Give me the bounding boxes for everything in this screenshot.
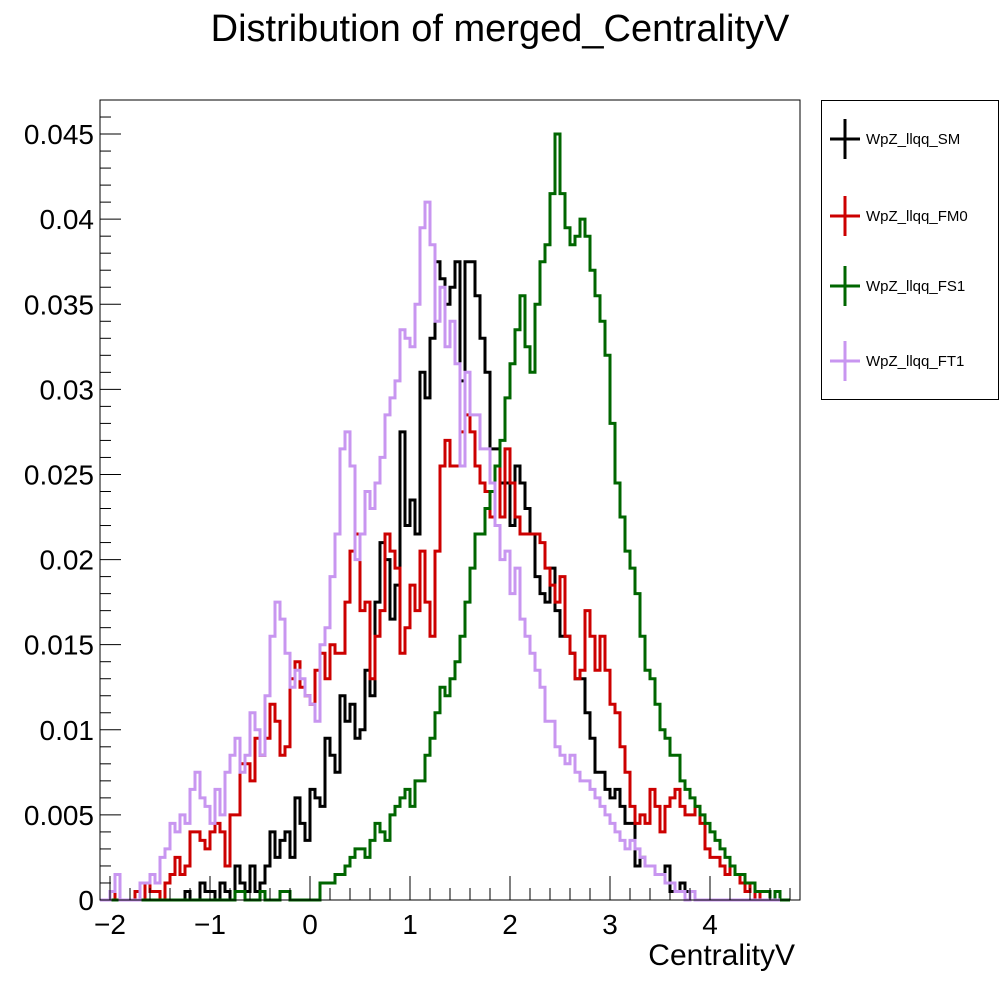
chart-title: Distribution of merged_CentralityV [210, 8, 790, 50]
x-tick-label: −1 [194, 909, 226, 940]
plot-frame [99, 99, 801, 901]
legend-item-1: WpZ_llqq_FM0 [822, 196, 1000, 236]
legend-marker-icon [830, 196, 860, 236]
legend-marker-icon [830, 341, 860, 381]
series-line-2 [100, 132, 790, 902]
x-tick-label: 2 [502, 909, 518, 940]
legend-label: WpZ_llqq_SM [866, 131, 961, 148]
x-axis-label: CentralityV [648, 939, 795, 972]
y-tick-label: 0.045 [24, 119, 94, 150]
x-tick-label: 4 [702, 909, 718, 940]
series-layer [100, 132, 790, 902]
axis-layer: −2 −1 0 1 2 3 4 0 0.005 0.01 0.015 0.02 0.025 0.03 0.0… [24, 116, 791, 940]
y-tick-label: 0.035 [24, 289, 94, 320]
legend-label: WpZ_llqq_FM0 [866, 208, 968, 225]
legend: WpZ_llqq_SM WpZ_llqq_FM0 WpZ_llqq_FS1 WpZ_l… [821, 100, 999, 400]
series-line-3 [100, 200, 780, 902]
y-tick-label: 0.005 [24, 800, 94, 831]
x-tick-label: 1 [402, 909, 418, 940]
legend-item-3: WpZ_llqq_FT1 [822, 341, 1000, 381]
y-tick-label: 0 [78, 885, 94, 916]
legend-item-0: WpZ_llqq_SM [822, 119, 1000, 159]
legend-marker-icon [830, 266, 860, 306]
y-tick-label: 0.04 [40, 204, 95, 235]
series-line-1 [100, 413, 790, 902]
y-tick-label: 0.02 [40, 545, 95, 576]
x-tick-label: −2 [94, 909, 126, 940]
y-tick-label: 0.01 [40, 715, 95, 746]
legend-label: WpZ_llqq_FS1 [866, 278, 966, 295]
x-tick-label: 0 [302, 909, 318, 940]
legend-marker-icon [830, 119, 860, 159]
legend-label: WpZ_llqq_FT1 [866, 353, 965, 370]
y-tick-label: 0.015 [24, 630, 94, 661]
x-tick-label: 3 [602, 909, 618, 940]
series-line-0 [100, 260, 790, 902]
legend-item-2: WpZ_llqq_FS1 [822, 266, 1000, 306]
y-tick-label: 0.03 [40, 374, 95, 405]
y-tick-label: 0.025 [24, 459, 94, 490]
